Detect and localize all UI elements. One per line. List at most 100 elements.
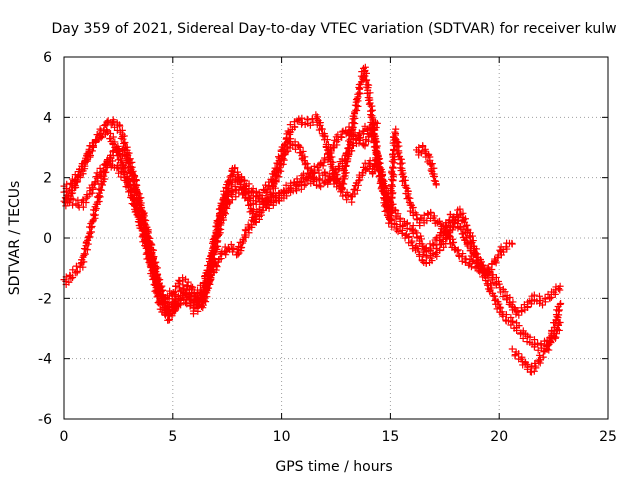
data-point — [113, 146, 121, 154]
data-point — [161, 299, 169, 307]
data-point — [262, 188, 270, 196]
y-tick-label: 4 — [43, 110, 52, 126]
data-point — [547, 293, 555, 301]
data-point — [416, 222, 424, 230]
data-point — [190, 288, 198, 296]
data-point — [69, 274, 77, 282]
data-point — [271, 184, 279, 192]
data-point — [492, 273, 500, 281]
data-point — [367, 129, 375, 137]
data-point — [69, 183, 77, 191]
data-point — [345, 151, 353, 159]
data-point — [515, 350, 523, 358]
data-point — [492, 281, 500, 289]
data-point — [96, 164, 104, 172]
data-point — [126, 187, 134, 195]
data-point — [536, 297, 544, 305]
data-point — [496, 303, 504, 311]
data-point — [356, 80, 364, 88]
data-point — [258, 192, 266, 200]
data-point — [338, 185, 346, 193]
data-point — [365, 137, 373, 145]
data-point — [329, 173, 337, 181]
data-point — [535, 292, 543, 300]
data-point — [109, 148, 117, 156]
data-point — [241, 177, 249, 185]
data-point — [362, 166, 370, 174]
y-tick-label: 0 — [43, 231, 52, 247]
data-point — [214, 217, 222, 225]
data-point — [269, 177, 277, 185]
data-point — [449, 214, 457, 222]
data-point — [351, 190, 359, 198]
data-point — [483, 264, 491, 272]
data-point — [278, 155, 286, 163]
data-point — [179, 288, 187, 296]
data-point — [265, 183, 273, 191]
data-point — [486, 268, 494, 276]
data-point — [300, 181, 308, 189]
data-point — [361, 72, 369, 80]
data-point — [216, 213, 224, 221]
data-point — [218, 207, 226, 215]
data-point — [107, 129, 115, 137]
y-axis-label: SDTVAR / TECUs — [7, 181, 23, 296]
data-point — [81, 250, 89, 258]
data-point — [165, 316, 173, 324]
data-point — [126, 155, 134, 163]
data-point — [140, 223, 148, 231]
data-point — [150, 262, 158, 270]
data-point — [506, 293, 514, 301]
data-point — [389, 164, 397, 172]
data-point — [470, 250, 478, 258]
data-point — [356, 176, 364, 184]
data-point — [161, 309, 169, 317]
y-tick-label: 2 — [43, 171, 52, 187]
y-tick-label: 6 — [43, 50, 52, 66]
data-point — [390, 171, 398, 179]
data-point — [234, 250, 242, 258]
data-point — [436, 246, 444, 254]
data-point — [87, 224, 95, 232]
data-point — [351, 129, 359, 137]
data-point — [277, 167, 285, 175]
data-point — [121, 138, 129, 146]
data-point — [459, 225, 467, 233]
x-tick-label: 5 — [168, 429, 177, 445]
data-point — [395, 147, 403, 155]
data-point — [361, 141, 369, 149]
data-point — [499, 293, 507, 301]
data-point — [295, 115, 303, 123]
data-point — [399, 169, 407, 177]
data-point — [276, 161, 284, 169]
data-point — [356, 90, 364, 98]
x-axis-label: GPS time / hours — [275, 459, 392, 475]
data-point — [238, 243, 246, 251]
data-point — [458, 230, 466, 238]
data-point — [255, 212, 263, 220]
data-point — [405, 234, 413, 242]
data-point — [263, 186, 271, 194]
data-point — [388, 167, 396, 175]
data-point — [223, 189, 231, 197]
series-track-4 — [60, 116, 564, 319]
data-point — [120, 170, 128, 178]
data-point — [353, 186, 361, 194]
data-point — [492, 259, 500, 267]
data-point — [388, 207, 396, 215]
data-point — [67, 179, 75, 187]
series-track-5 — [413, 142, 440, 189]
data-point — [113, 161, 121, 169]
data-point — [337, 133, 345, 141]
y-tick-label: -2 — [38, 291, 52, 307]
data-point — [436, 232, 444, 240]
data-point — [373, 147, 381, 155]
data-point — [507, 321, 515, 329]
data-point — [478, 262, 486, 270]
data-point — [461, 215, 469, 223]
data-point — [309, 118, 317, 126]
data-point — [343, 196, 351, 204]
data-point — [84, 155, 92, 163]
data-point — [131, 172, 139, 180]
data-point — [87, 152, 95, 160]
